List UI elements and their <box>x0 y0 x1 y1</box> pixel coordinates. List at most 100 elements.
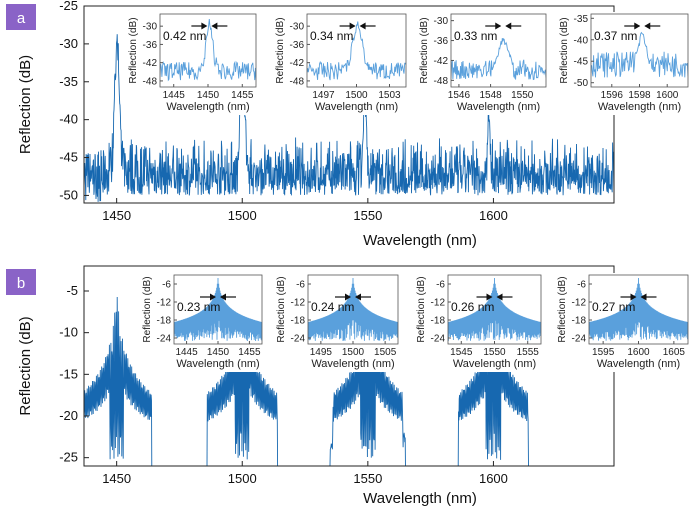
y-tick-label: -25 <box>59 0 78 13</box>
inset-y-axis-label: Reflection (dB) <box>559 17 570 83</box>
fwhm-annotation: 0.33 nm <box>454 29 497 43</box>
inset-x-tick-label: 1500 <box>342 347 365 358</box>
y-tick-label: -35 <box>59 74 78 89</box>
inset-4: 1596 1598 1600 -35 -40 -45 -50 Wavelength (nm) R… <box>559 12 690 115</box>
inset-y-axis-label: Reflection (dB) <box>416 276 427 342</box>
inset-x-axis-label: Wavelength (nm) <box>457 101 540 113</box>
y-tick-label: -45 <box>59 150 78 165</box>
x-tick-label: 1550 <box>353 208 382 223</box>
y-tick-label: -25 <box>59 450 78 465</box>
x-tick-label: 1600 <box>479 471 508 486</box>
inset-background <box>449 12 548 115</box>
inset-x-tick-label: 1598 <box>628 90 651 101</box>
fwhm-annotation: 0.37 nm <box>594 29 637 43</box>
inset-y-tick-label: -40 <box>574 35 589 46</box>
inset-2: 1495 1500 1505 -6 -12 -18 -24 Wavelength (nm) Re… <box>276 273 400 372</box>
inset-y-tick-label: -18 <box>157 316 172 327</box>
fwhm-annotation: 0.24 nm <box>311 300 354 314</box>
inset-y-tick-label: -18 <box>431 316 446 327</box>
panel-badge <box>6 269 36 295</box>
inset-x-axis-label: Wavelength (nm) <box>453 358 536 370</box>
x-tick-label: 1500 <box>228 471 257 486</box>
fwhm-arrowhead-right <box>505 22 512 30</box>
inset-y-tick-label: -12 <box>431 298 446 309</box>
inset-trace-group <box>307 21 406 81</box>
inset-trace <box>589 277 688 341</box>
inset-y-tick-label: -30 <box>290 22 305 33</box>
fwhm-arrowhead-left <box>349 22 356 30</box>
inset-y-tick-label: -36 <box>434 36 449 47</box>
inset-y-axis-label: Reflection (dB) <box>128 17 139 83</box>
fwhm-arrowhead-left <box>345 293 351 301</box>
inset-y-tick-label: -12 <box>157 298 172 309</box>
inset-y-tick-label: -6 <box>162 280 171 291</box>
y-tick-label: -15 <box>59 366 78 381</box>
inset-y-tick-label: -30 <box>143 22 158 33</box>
fwhm-arrowhead-right <box>640 293 647 301</box>
inset-2: 1497 1500 1503 -30 -36 -42 -48 Wavelength (nm) R… <box>275 12 408 115</box>
fwhm-arrowhead-right <box>355 293 361 301</box>
inset-x-tick-label: 1450 <box>207 347 230 358</box>
inset-y-tick-label: -6 <box>577 280 586 291</box>
fwhm-annotation: 0.27 nm <box>592 300 635 314</box>
inset-y-tick-label: -12 <box>291 298 306 309</box>
inset-y-tick-label: -35 <box>574 14 589 25</box>
fwhm-arrowhead-left <box>634 22 641 30</box>
inset-3: 1546 1548 1550 -30 -36 -42 -48 Wavelength (nm) R… <box>419 12 548 115</box>
inset-x-tick-label: 1445 <box>163 90 186 101</box>
inset-trace <box>308 277 398 342</box>
inset-x-tick-label: 1595 <box>592 347 615 358</box>
panel-a: a 1450 1500 1550 1600 -25 -30 -35 -40 -45 -50 Wavel… <box>6 0 690 249</box>
inset-y-tick-label: -36 <box>143 40 158 51</box>
x-tick-label: 1500 <box>228 208 257 223</box>
inset-trace <box>591 31 688 78</box>
fwhm-arrowhead-right <box>644 22 651 30</box>
inset-3: 1545 1550 1555 -6 -12 -18 -24 Wavelength (nm) Re… <box>416 273 543 372</box>
fwhm-annotation: 0.26 nm <box>451 300 494 314</box>
inset-x-tick-label: 1596 <box>601 90 624 101</box>
inset-y-tick-label: -42 <box>143 58 158 69</box>
inset-y-tick-label: -42 <box>290 58 305 69</box>
inset-y-tick-label: -12 <box>572 298 587 309</box>
inset-x-tick-label: 1503 <box>378 90 401 101</box>
inset-y-tick-label: -48 <box>143 76 158 87</box>
fwhm-annotation: 0.42 nm <box>163 29 206 43</box>
inset-y-tick-label: -6 <box>436 280 445 291</box>
x-tick-label: 1450 <box>102 208 131 223</box>
inset-x-tick-label: 1445 <box>175 347 198 358</box>
fwhm-arrowhead-left <box>210 293 216 301</box>
inset-x-tick-label: 1455 <box>231 90 254 101</box>
y-axis-label: Reflection (dB) <box>17 55 34 154</box>
inset-x-tick-label: 1546 <box>448 90 471 101</box>
inset-trace <box>160 19 256 82</box>
inset-y-tick-label: -36 <box>290 40 305 51</box>
y-tick-label: -30 <box>59 36 78 51</box>
fwhm-arrowhead-left <box>630 293 637 301</box>
inset-x-tick-label: 1600 <box>627 347 650 358</box>
fwhm-annotation: 0.34 nm <box>310 29 353 43</box>
fwhm-arrowhead-left <box>495 22 502 30</box>
inset-y-tick-label: -50 <box>574 78 589 89</box>
inset-y-tick-label: -24 <box>572 334 587 345</box>
inset-x-axis-label: Wavelength (nm) <box>176 358 259 370</box>
inset-x-tick-label: 1505 <box>374 347 397 358</box>
inset-x-tick-label: 1545 <box>450 347 473 358</box>
inset-y-tick-label: -24 <box>291 334 306 345</box>
inset-y-tick-label: -30 <box>434 16 449 27</box>
panel-letter: b <box>17 275 25 292</box>
y-tick-label: -40 <box>59 112 78 127</box>
inset-y-axis-label: Reflection (dB) <box>275 17 286 83</box>
inset-x-tick-label: 1555 <box>517 347 540 358</box>
fwhm-arrowhead-right <box>220 293 226 301</box>
spectrum-trace-group <box>84 34 614 202</box>
inset-y-tick-label: -24 <box>431 334 446 345</box>
y-tick-label: -10 <box>59 325 78 340</box>
inset-trace-group <box>160 19 256 82</box>
y-tick-label: -20 <box>59 408 78 423</box>
inset-y-tick-label: -18 <box>291 316 306 327</box>
inset-x-axis-label: Wavelength (nm) <box>311 358 394 370</box>
inset-4: 1595 1600 1605 -6 -12 -18 -24 Wavelength (nm) Re… <box>557 273 690 372</box>
inset-x-axis-label: Wavelength (nm) <box>166 101 249 113</box>
inset-x-tick-label: 1548 <box>479 90 502 101</box>
inset-y-tick-label: -48 <box>434 76 449 87</box>
